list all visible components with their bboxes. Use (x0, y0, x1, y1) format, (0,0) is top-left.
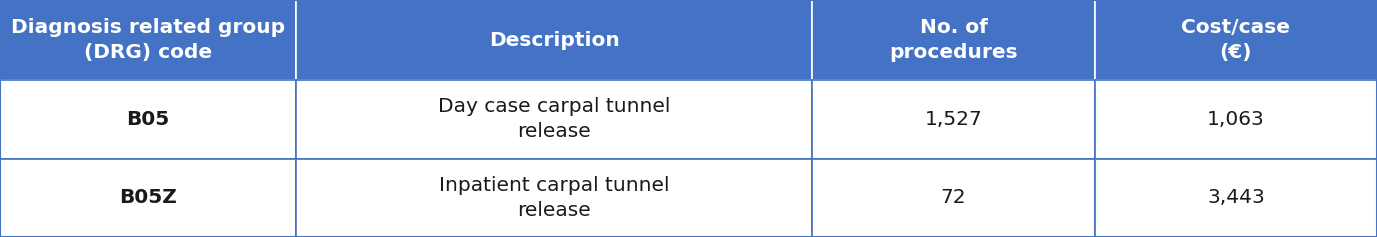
Text: Inpatient carpal tunnel
release: Inpatient carpal tunnel release (439, 176, 669, 220)
FancyBboxPatch shape (1095, 159, 1377, 237)
FancyBboxPatch shape (296, 159, 812, 237)
Text: 72: 72 (940, 188, 967, 207)
Text: 1,063: 1,063 (1208, 110, 1264, 129)
Text: No. of
procedures: No. of procedures (890, 18, 1018, 62)
FancyBboxPatch shape (812, 80, 1095, 159)
FancyBboxPatch shape (1095, 80, 1377, 159)
Text: Diagnosis related group
(DRG) code: Diagnosis related group (DRG) code (11, 18, 285, 62)
Text: Description: Description (489, 31, 620, 50)
Text: 1,527: 1,527 (925, 110, 982, 129)
Text: Day case carpal tunnel
release: Day case carpal tunnel release (438, 97, 671, 141)
FancyBboxPatch shape (0, 80, 296, 159)
Text: 3,443: 3,443 (1208, 188, 1264, 207)
FancyBboxPatch shape (1095, 0, 1377, 80)
Text: B05: B05 (127, 110, 169, 129)
FancyBboxPatch shape (812, 0, 1095, 80)
Text: B05Z: B05Z (120, 188, 176, 207)
FancyBboxPatch shape (0, 0, 296, 80)
FancyBboxPatch shape (812, 159, 1095, 237)
FancyBboxPatch shape (296, 0, 812, 80)
FancyBboxPatch shape (0, 159, 296, 237)
Text: Cost/case
(€): Cost/case (€) (1181, 18, 1290, 62)
FancyBboxPatch shape (296, 80, 812, 159)
